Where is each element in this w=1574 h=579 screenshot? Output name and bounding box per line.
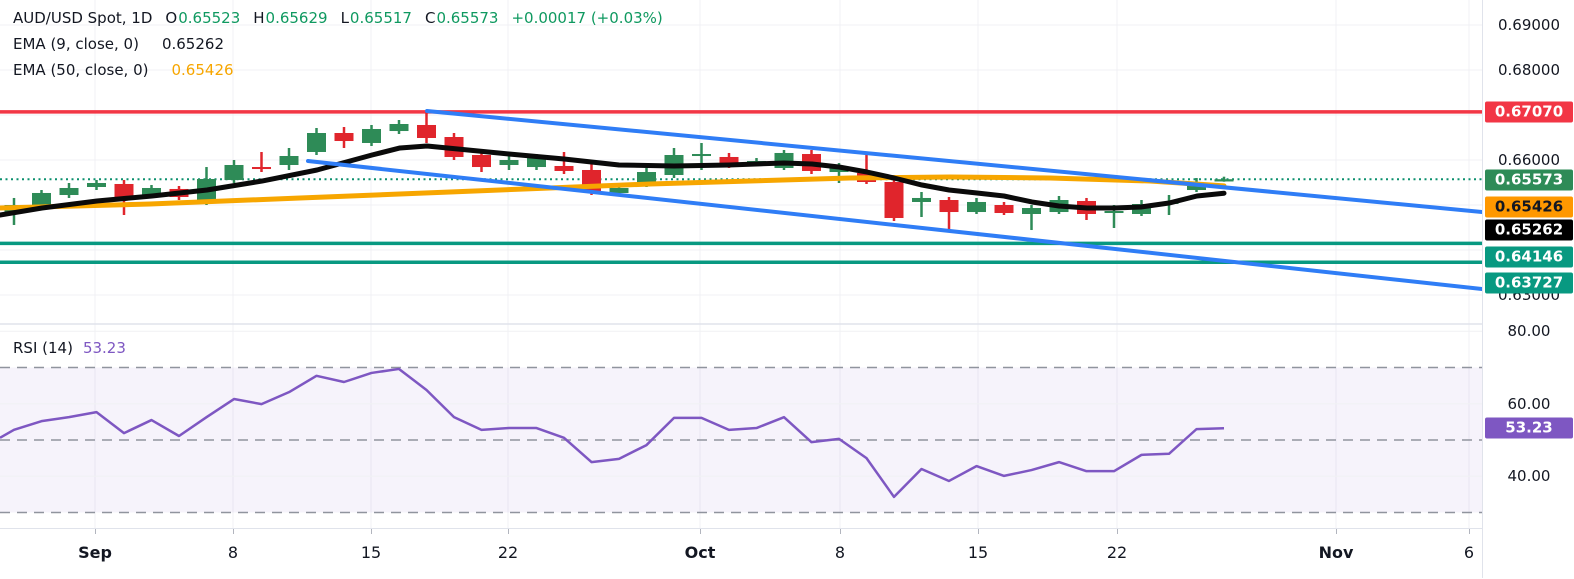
ohlc-open: O0.65523 [165,9,241,27]
rsi-label: RSI (14) [13,339,73,357]
time-tick-mark [1469,529,1470,534]
time-axis[interactable]: Sep 8 15 22 Oct 8 15 22 Nov 6 [0,528,1574,579]
price-change: +0.00017 (+0.03%) [511,9,663,27]
rsi-legend: RSI (14) 53.23 [13,336,126,360]
time-axis-label: 6 [1463,543,1475,562]
price-axis-label: 0.69000 [1497,16,1561,34]
time-axis-label: 15 [360,543,382,562]
candle-body-up [307,133,326,152]
time-tick-mark [371,529,372,534]
ema9-line[interactable] [0,143,1227,218]
rsi-line[interactable] [0,367,1225,499]
candle-body-down [994,205,1014,214]
price-axis-label: 0.66000 [1497,151,1561,169]
candle-body-up [527,158,546,168]
ema50-label: EMA (50, close, 0) [13,61,149,79]
candle-body-up [967,201,986,213]
rsi-value: 53.23 [82,339,126,357]
candle-body-up [279,155,299,165]
rsi-axis-label: 60.00 [1507,394,1551,413]
time-axis-label: Nov [1318,543,1354,562]
candle-body-up [499,160,519,165]
time-tick-mark [233,529,234,534]
price-badge: 0.65262 [1485,219,1573,241]
candle-body-down [417,124,436,138]
trendline[interactable] [425,108,1482,215]
candle-body-up [142,187,161,196]
chart-canvas[interactable] [0,0,1482,578]
price-badge: 0.63727 [1485,272,1573,294]
candle-body-up [692,154,711,157]
time-axis-label: 22 [497,543,519,562]
ema50-line[interactable] [0,174,1227,211]
rsi-badge: 53.23 [1485,417,1573,439]
time-axis-label: 8 [834,543,846,562]
time-tick-mark [508,529,509,534]
time-axis-label: Oct [684,543,716,562]
candle-body-down [719,156,739,165]
rsi-axis-label: 40.00 [1507,467,1551,486]
trendline[interactable] [306,158,1482,292]
ema9-row: EMA (9, close, 0) 0.65262 [13,31,663,57]
ema9-label: EMA (9, close, 0) [13,35,139,53]
candle-body-up [1022,208,1041,214]
rsi-axis-label: 80.00 [1507,322,1551,341]
ohlc-low: L0.65517 [340,9,412,27]
time-tick-mark [1117,529,1118,534]
candle-body-up [362,128,381,143]
candle-body-up [912,197,931,202]
price-badge: 0.67070 [1485,101,1573,123]
chart-legend: AUD/USD Spot, 1D O0.65523 H0.65629 L0.65… [13,5,663,83]
candle-body-down [472,155,491,168]
price-badge: 0.65426 [1485,196,1573,218]
price-badge: 0.65573 [1485,169,1573,191]
ema50-row: EMA (50, close, 0) 0.65426 [13,57,663,83]
time-axis-label: 22 [1106,543,1128,562]
price-badge: 0.64146 [1485,246,1573,268]
candle-body-up [87,182,106,187]
candle-body-up [1104,210,1124,214]
price-axis-label: 0.68000 [1497,61,1561,79]
candle-body-down [334,133,354,142]
symbol-title: AUD/USD Spot, 1D [13,9,153,27]
time-axis-label: 15 [967,543,989,562]
candle-body-up [32,192,51,207]
candle-body-up [389,124,409,132]
candle-body-up [1214,179,1234,182]
symbol-row: AUD/USD Spot, 1D O0.65523 H0.65629 L0.65… [13,5,663,31]
candle-body-down [252,167,271,170]
candle-body-up [59,187,79,196]
time-axis-label: 8 [227,543,239,562]
candle-body-up [609,187,629,193]
time-tick-mark [700,529,701,534]
candle-body-up [637,172,656,184]
candle-body-down [939,200,959,213]
candle-body-down [554,165,574,171]
time-axis-label: Sep [78,543,112,562]
ema50-value: 0.65426 [171,61,234,79]
candle-body-down [884,182,904,219]
candle-body-up [224,164,244,180]
ohlc-high: H0.65629 [253,9,328,27]
ohlc-close: C0.65573 [424,9,499,27]
price-axis[interactable]: 0.69000 0.68000 0.66000 0.63000 80.00 60.00 40… [1482,0,1574,578]
ema9-value: 0.65262 [161,35,224,53]
time-tick-mark [978,529,979,534]
time-tick-mark [1336,529,1337,534]
time-tick-mark [95,529,96,534]
time-tick-mark [840,529,841,534]
